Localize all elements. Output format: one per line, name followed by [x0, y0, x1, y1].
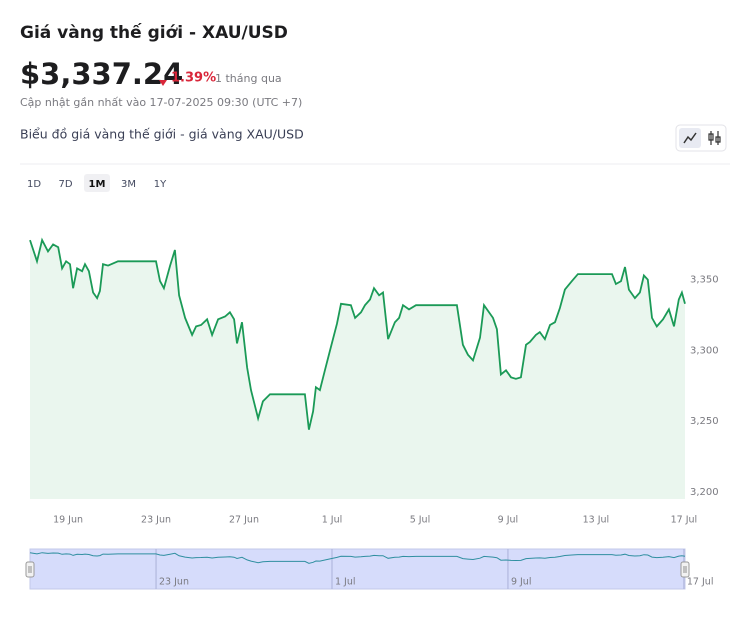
y-tick-label: 3,300 [690, 345, 719, 356]
range-label: 1M [89, 179, 106, 190]
range-button[interactable]: 1D [21, 174, 47, 192]
navigator-tick-label: 1 Jul [335, 577, 356, 588]
navigator-tick-label: 23 Jun [159, 577, 189, 588]
range-button-bg [84, 174, 110, 192]
x-tick-label: 17 Jul [671, 515, 698, 526]
navigator-handle[interactable] [680, 561, 690, 578]
range-button[interactable]: 1Y [147, 174, 173, 192]
y-tick-label: 3,350 [690, 275, 719, 286]
y-tick-label: 3,250 [690, 416, 719, 427]
range-button[interactable]: 1M [84, 174, 110, 192]
navigator-handle[interactable] [25, 561, 35, 578]
navigator-tick-label: 9 Jul [511, 577, 532, 588]
line-icon [683, 132, 697, 144]
x-tick-label: 13 Jul [583, 515, 610, 526]
x-tick-label: 5 Jul [410, 515, 431, 526]
navigator-bg [29, 548, 686, 590]
x-tick-label: 19 Jun [53, 515, 83, 526]
x-tick-label: 9 Jul [498, 515, 519, 526]
range-label: 3M [121, 179, 136, 190]
title: Giá vàng thế giới - XAU/USD [20, 22, 288, 43]
handle-grip [28, 566, 32, 573]
period: 1 tháng qua [215, 72, 282, 85]
navigator-tick-label: 17 Jul [687, 577, 714, 588]
price-line [29, 237, 686, 430]
range-label: 7D [58, 179, 72, 190]
price: $3,337.24 [20, 57, 183, 91]
y-tick-label: 3,200 [690, 487, 719, 498]
chart-type-toggle [675, 124, 727, 152]
candle-icon [708, 131, 721, 145]
chart-heading: Biểu đồ giá vàng thế giới - giá vàng XAU… [20, 127, 304, 142]
change: 1.39% [171, 71, 216, 86]
updated: Cập nhật gần nhất vào 17-07-2025 09:30 (… [20, 96, 302, 109]
navigator-line [29, 552, 686, 564]
x-tick-label: 1 Jul [322, 515, 343, 526]
range-button[interactable]: 7D [53, 174, 79, 192]
candle-button[interactable] [703, 128, 725, 148]
range-label: 1D [27, 179, 41, 190]
handle-grip [683, 566, 687, 573]
range-label: 1Y [154, 179, 167, 190]
down-arrow [159, 80, 167, 86]
range-button[interactable]: 3M [116, 174, 142, 192]
x-tick-label: 23 Jun [141, 515, 171, 526]
x-tick-label: 27 Jun [229, 515, 259, 526]
area-fill [30, 240, 685, 499]
